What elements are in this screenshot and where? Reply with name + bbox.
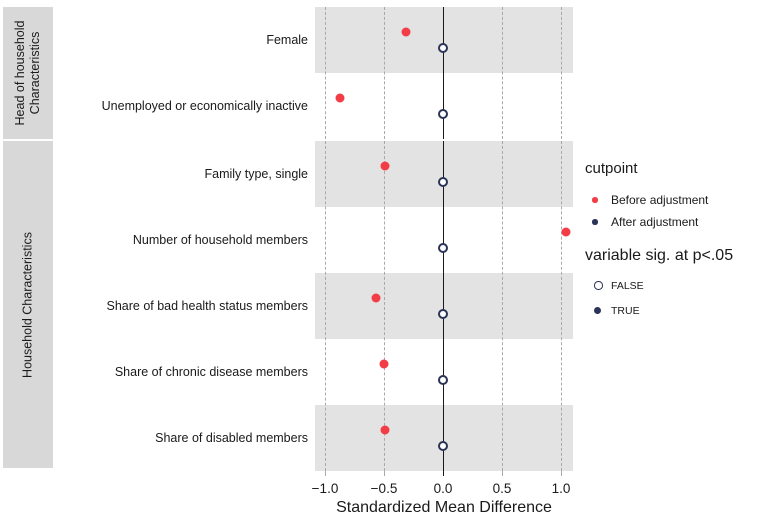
facet-strip-household: Household Characteristics	[3, 141, 53, 468]
before-adjustment-dot	[371, 293, 381, 303]
before-adjustment-dot	[335, 93, 345, 103]
after-adjustment-dot	[438, 375, 448, 385]
facet-strip-head-of-household: Head of household Characteristics	[3, 7, 53, 139]
x-axis-tick	[502, 471, 503, 476]
after-adjustment-dot-icon	[585, 219, 611, 225]
variable-label: Share of bad health status members	[106, 299, 308, 313]
before-adjustment-dot	[380, 425, 390, 435]
row-band	[315, 405, 573, 471]
gridline	[561, 141, 562, 471]
gridline	[502, 141, 503, 471]
legend-item-after-adjustment: After adjustment	[585, 211, 733, 233]
gridline	[325, 7, 326, 139]
legend-item-label: Before adjustment	[611, 193, 709, 207]
open-circle-icon	[585, 281, 611, 290]
before-adjustment-dot	[380, 161, 390, 171]
gridline	[384, 141, 385, 471]
gridline	[384, 7, 385, 139]
before-adjustment-dot-icon	[585, 197, 611, 203]
before-adjustment-dot	[379, 359, 389, 369]
variable-label: Family type, single	[204, 167, 308, 181]
x-axis-tick	[384, 471, 385, 476]
x-axis-tick	[443, 471, 444, 476]
variable-label: Unemployed or economically inactive	[101, 99, 308, 113]
x-tick-label: 0.0	[433, 481, 453, 496]
x-axis-title: Standardized Mean Difference	[336, 499, 552, 516]
x-tick-label: −0.5	[370, 481, 398, 496]
before-adjustment-dot	[401, 27, 411, 37]
gridline	[561, 7, 562, 139]
zero-reference-line	[443, 141, 444, 471]
after-adjustment-dot	[438, 309, 448, 319]
legend-item-before-adjustment: Before adjustment	[585, 189, 733, 211]
after-adjustment-dot	[438, 243, 448, 253]
row-band	[315, 273, 573, 339]
chart-panel-2	[315, 141, 573, 471]
legend-item-label: After adjustment	[611, 215, 699, 229]
variable-label: Share of disabled members	[155, 431, 308, 445]
legend: cutpoint Before adjustment After adjustm…	[585, 160, 733, 323]
variable-label: Share of chronic disease members	[114, 365, 308, 379]
row-band	[315, 141, 573, 207]
legend-item-false: FALSE	[585, 273, 733, 298]
gridline	[502, 7, 503, 139]
zero-reference-line	[443, 7, 444, 139]
before-adjustment-dot	[561, 227, 571, 237]
x-tick-label: −1.0	[311, 481, 339, 496]
after-adjustment-dot	[438, 441, 448, 451]
after-adjustment-dot	[438, 43, 448, 53]
legend-significance-title: variable sig. at p<.05	[585, 247, 734, 264]
variable-label: Number of household members	[132, 233, 308, 247]
legend-item-label: TRUE	[611, 304, 640, 317]
x-axis-tick	[561, 471, 562, 476]
row-band	[315, 7, 573, 73]
legend-cutpoint-title: cutpoint	[585, 160, 638, 177]
gridline	[325, 141, 326, 471]
chart-panel-1	[315, 7, 573, 139]
x-axis-tick	[325, 471, 326, 476]
legend-item-true: TRUE	[585, 298, 733, 323]
x-tick-label: 0.5	[492, 481, 512, 496]
filled-circle-icon	[585, 307, 611, 314]
after-adjustment-dot	[438, 109, 448, 119]
x-tick-label: 1.0	[551, 481, 571, 496]
legend-item-label: FALSE	[611, 279, 644, 292]
after-adjustment-dot	[438, 177, 448, 187]
variable-label: Female	[266, 33, 308, 47]
